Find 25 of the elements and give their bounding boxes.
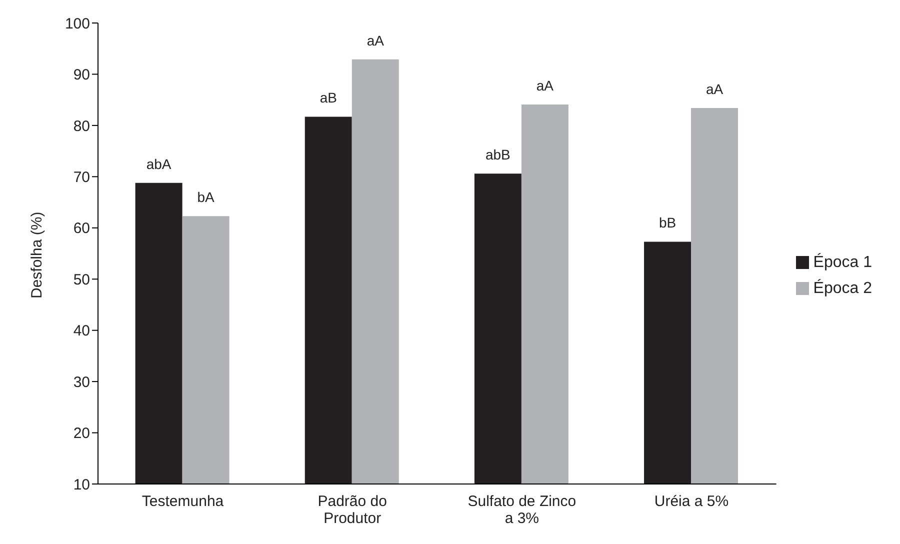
data-label: abB	[485, 146, 510, 163]
y-tick-label: 80	[73, 118, 90, 135]
data-label: bB	[658, 214, 676, 231]
y-tick-label: 70	[73, 168, 90, 186]
data-label: aA	[706, 81, 724, 98]
y-tick-label: 10	[73, 476, 90, 494]
x-tick-label: Padrão do Produtor	[318, 493, 387, 527]
legend-label: Época 2	[813, 280, 872, 297]
legend-label: Época 1	[813, 254, 872, 271]
x-tick-label: Testemunha	[142, 493, 224, 510]
y-tick-label: 60	[73, 220, 90, 238]
x-tick-label: Uréia a 5%	[654, 493, 729, 510]
data-label: aA	[536, 77, 554, 94]
y-tick-label: 20	[73, 425, 90, 442]
data-label: bA	[197, 189, 216, 206]
y-tick-label: 90	[73, 66, 90, 84]
y-tick-label: 40	[73, 322, 90, 340]
y-tick-label: 30	[73, 374, 90, 391]
y-tick-label: 100	[64, 15, 90, 32]
y-tick-label: 50	[73, 271, 90, 288]
y-axis-title: Desfolha (%)	[28, 212, 46, 298]
data-label: abA	[146, 156, 172, 172]
x-tick-label: Sulfato de Zinco a 3%	[468, 493, 576, 527]
data-label: aB	[320, 90, 337, 106]
data-label: aA	[366, 32, 385, 48]
